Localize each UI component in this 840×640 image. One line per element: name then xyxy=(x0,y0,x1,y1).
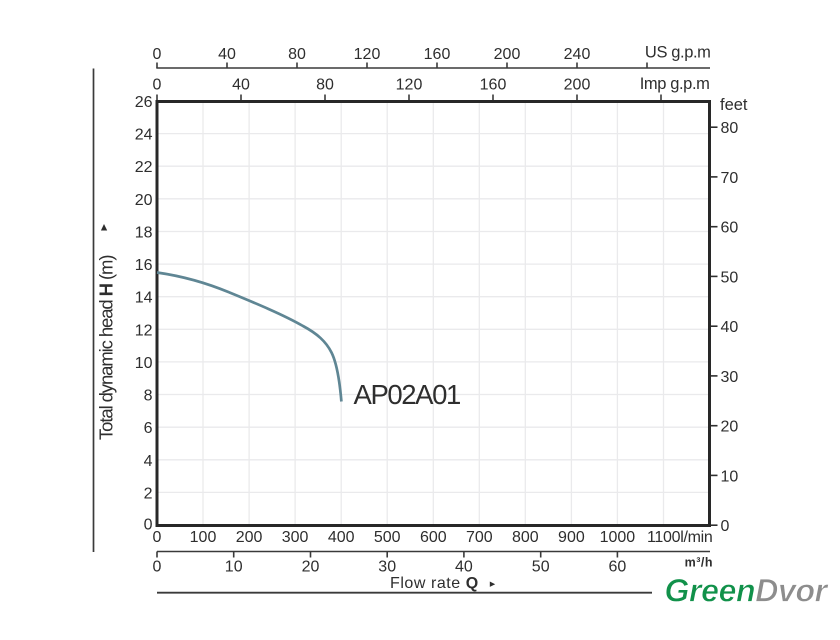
svg-text:8: 8 xyxy=(144,388,153,405)
svg-text:0: 0 xyxy=(153,559,162,576)
svg-text:800: 800 xyxy=(512,529,539,546)
svg-text:60: 60 xyxy=(609,559,627,576)
svg-text:30: 30 xyxy=(721,369,739,386)
svg-text:m³/h: m³/h xyxy=(685,555,713,569)
svg-text:80: 80 xyxy=(721,120,739,137)
svg-text:0: 0 xyxy=(721,518,730,535)
svg-text:14: 14 xyxy=(135,290,153,307)
svg-text:10: 10 xyxy=(721,468,739,485)
svg-text:500: 500 xyxy=(374,529,401,546)
svg-text:40: 40 xyxy=(455,559,473,576)
svg-text:1000: 1000 xyxy=(600,529,636,546)
svg-text:16: 16 xyxy=(135,257,153,274)
svg-text:50: 50 xyxy=(721,269,739,286)
svg-text:4: 4 xyxy=(144,453,153,470)
svg-text:feet: feet xyxy=(720,96,748,114)
svg-text:200: 200 xyxy=(494,46,521,63)
svg-text:10: 10 xyxy=(225,559,243,576)
svg-text:0: 0 xyxy=(153,529,162,546)
svg-text:24: 24 xyxy=(135,127,153,144)
svg-text:160: 160 xyxy=(480,77,507,94)
svg-text:40: 40 xyxy=(721,319,739,336)
svg-text:160: 160 xyxy=(424,46,451,63)
svg-text:40: 40 xyxy=(232,77,250,94)
svg-text:20: 20 xyxy=(302,559,320,576)
svg-text:400: 400 xyxy=(328,529,355,546)
svg-text:Flow rate Q: Flow rate Q xyxy=(390,575,479,592)
svg-text:70: 70 xyxy=(721,170,739,187)
svg-text:200: 200 xyxy=(564,77,591,94)
svg-text:50: 50 xyxy=(532,559,550,576)
svg-text:700: 700 xyxy=(466,529,493,546)
svg-text:120: 120 xyxy=(396,77,423,94)
svg-text:80: 80 xyxy=(288,46,306,63)
svg-text:60: 60 xyxy=(721,220,739,237)
svg-text:2: 2 xyxy=(144,485,153,502)
svg-text:0: 0 xyxy=(153,46,162,63)
svg-text:900: 900 xyxy=(558,529,585,546)
svg-text:0: 0 xyxy=(153,77,162,94)
svg-text:Imp g.p.m: Imp g.p.m xyxy=(640,75,710,93)
svg-text:300: 300 xyxy=(282,529,309,546)
svg-text:18: 18 xyxy=(135,225,153,242)
svg-text:0: 0 xyxy=(144,517,153,534)
svg-text:1100l/min: 1100l/min xyxy=(647,529,713,546)
svg-text:AP02A01: AP02A01 xyxy=(354,379,461,410)
svg-text:Total dynamic head H (m): Total dynamic head H (m) xyxy=(96,255,117,440)
svg-text:80: 80 xyxy=(316,77,334,94)
svg-text:120: 120 xyxy=(354,46,381,63)
svg-text:GreenDvor: GreenDvor xyxy=(665,573,829,609)
svg-text:6: 6 xyxy=(144,420,153,437)
svg-text:200: 200 xyxy=(236,529,263,546)
svg-text:20: 20 xyxy=(135,192,153,209)
svg-text:30: 30 xyxy=(378,559,396,576)
svg-text:12: 12 xyxy=(135,322,153,339)
svg-text:26: 26 xyxy=(135,94,153,111)
svg-text:10: 10 xyxy=(135,355,153,372)
svg-text:22: 22 xyxy=(135,159,153,176)
svg-text:600: 600 xyxy=(420,529,447,546)
svg-text:20: 20 xyxy=(721,419,739,436)
svg-text:US g.p.m: US g.p.m xyxy=(645,44,711,62)
svg-text:40: 40 xyxy=(218,46,236,63)
svg-text:240: 240 xyxy=(564,46,591,63)
svg-text:100: 100 xyxy=(190,529,217,546)
